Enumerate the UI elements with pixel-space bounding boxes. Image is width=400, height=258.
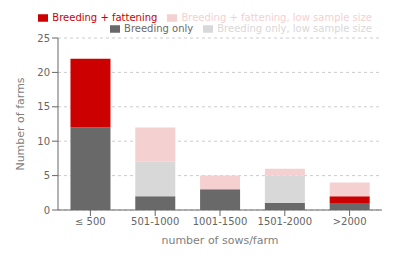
html-text:Breeding only: Breeding only <box>124 23 194 34</box>
svg-text:>2000: >2000 <box>333 216 367 227</box>
svg-text:5: 5 <box>44 170 50 181</box>
svg-text:15: 15 <box>37 101 50 112</box>
html-text:Breeding + fattening, low samp: Breeding + fattening, low sample size <box>181 12 372 23</box>
svg-text:25: 25 <box>37 33 50 44</box>
svg-text:10: 10 <box>37 136 50 147</box>
svg-text:20: 20 <box>37 67 50 78</box>
html-text:Breeding only, low sample size: Breeding only, low sample size <box>217 23 372 34</box>
svg-text:1501-2000: 1501-2000 <box>258 216 313 227</box>
svg-text:1001-1500: 1001-1500 <box>193 216 248 227</box>
svg-text:Number of farms: Number of farms <box>14 77 27 170</box>
svg-text:0: 0 <box>44 205 50 216</box>
svg-text:501-1000: 501-1000 <box>131 216 179 227</box>
svg-text:number of sows/farm: number of sows/farm <box>161 234 278 247</box>
html-text:Breeding + fattening: Breeding + fattening <box>52 12 158 23</box>
svg-text:≤ 500: ≤ 500 <box>75 216 106 227</box>
